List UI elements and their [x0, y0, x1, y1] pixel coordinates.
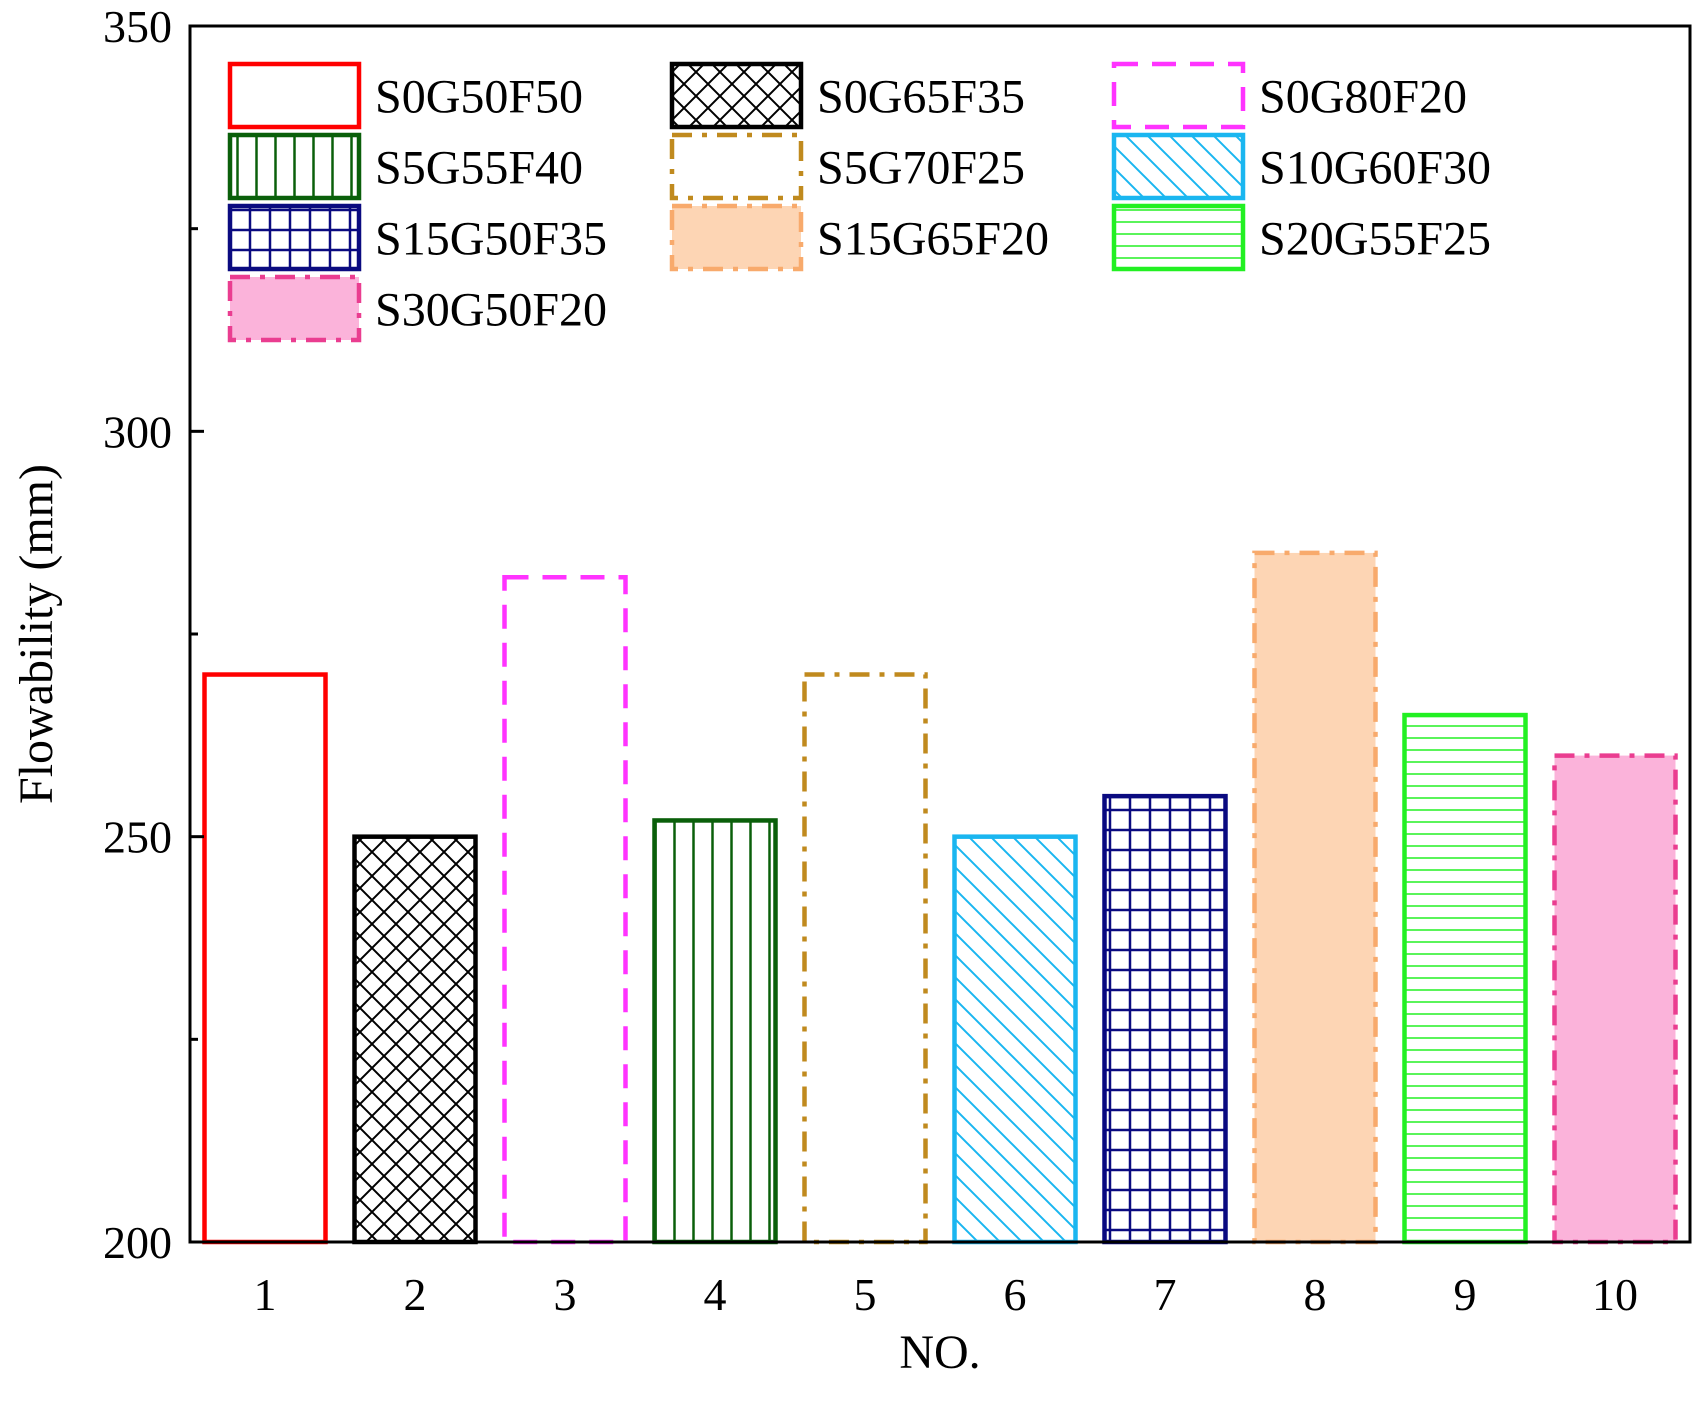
- bar-S15G50F35: [1102, 793, 1228, 1245]
- legend-item-S20G55F25: S20G55F25: [1111, 203, 1491, 272]
- legend-label: S15G50F35: [375, 213, 607, 266]
- legend-label: S0G50F50: [375, 71, 583, 124]
- x-tick-label: 10: [1592, 1269, 1638, 1320]
- legend-swatch-pattern: [1114, 206, 1243, 269]
- y-tick-label: 250: [103, 812, 172, 863]
- bar-S30G50F20: [1552, 753, 1678, 1245]
- legend-swatch: [227, 274, 362, 343]
- legend-label: S5G70F25: [817, 142, 1025, 195]
- x-tick-label: 5: [854, 1269, 877, 1320]
- legend-swatch-background: [1114, 64, 1243, 127]
- bar-background: [504, 577, 626, 1242]
- legend-label: S15G65F20: [817, 213, 1049, 266]
- bar-S0G65F35: [352, 834, 478, 1245]
- legend-item-S0G50F50: S0G50F50: [227, 61, 583, 130]
- x-axis-title: NO.: [899, 1326, 980, 1379]
- bar-pattern: [1104, 796, 1226, 1242]
- x-tick-label: 8: [1304, 1269, 1327, 1320]
- bar-S20G55F25: [1402, 712, 1528, 1245]
- legend-item-S0G65F35: S0G65F35: [669, 61, 1025, 130]
- legend-swatch: [669, 132, 804, 201]
- legend-swatch: [1111, 203, 1246, 272]
- bar-outline: [1552, 753, 1678, 1245]
- legend-swatch: [1111, 132, 1246, 201]
- legend-swatch-background: [230, 64, 359, 127]
- legend-swatch: [669, 203, 804, 272]
- bar-pattern: [1404, 715, 1526, 1242]
- y-tick-label: 200: [103, 1217, 172, 1268]
- legend-swatch-background: [672, 206, 801, 269]
- x-tick-label: 9: [1454, 1269, 1477, 1320]
- bar-S0G80F20: [502, 575, 628, 1245]
- legend-label: S0G80F20: [1259, 71, 1467, 124]
- bar-S5G70F25: [802, 672, 928, 1245]
- bar-S10G60F30: [952, 834, 1078, 1245]
- y-axis-title: Flowability (mm): [10, 464, 63, 804]
- legend-label: S0G65F35: [817, 71, 1025, 124]
- x-tick-label: 7: [1154, 1269, 1177, 1320]
- legend-swatch: [1111, 61, 1246, 130]
- legend-swatch-pattern: [230, 135, 359, 198]
- x-tick-label: 6: [1004, 1269, 1027, 1320]
- y-axis: 200 250 300 350: [103, 1, 204, 1268]
- legend-item-S15G65F20: S15G65F20: [669, 203, 1049, 272]
- legend-item-S5G55F40: S5G55F40: [227, 132, 583, 201]
- bar-pattern: [654, 820, 776, 1242]
- legend-swatch-pattern: [230, 206, 359, 269]
- legend-swatch-background: [230, 277, 359, 340]
- legend-label: S5G55F40: [375, 142, 583, 195]
- x-axis: 1 2 3 4 5 6 7 8 9 10: [254, 1269, 1639, 1320]
- legend-swatch: [669, 61, 804, 130]
- legend-label: S20G55F25: [1259, 213, 1491, 266]
- bars-layer: [202, 550, 1678, 1245]
- bar-background: [1254, 552, 1376, 1242]
- legend-label: S30G50F20: [375, 284, 607, 337]
- legend-swatch-pattern: [1114, 135, 1243, 198]
- bar-S0G50F50: [202, 672, 328, 1245]
- legend-swatch-pattern: [672, 64, 801, 127]
- bar-outline: [802, 672, 928, 1245]
- y-tick-label: 350: [103, 1, 172, 52]
- x-tick-label: 2: [404, 1269, 427, 1320]
- legend: S0G50F50 S0G65F35 S0G80F20 S5G55F40 S5G70F25…: [227, 61, 1491, 343]
- legend-swatch: [227, 203, 362, 272]
- bar-pattern: [954, 836, 1076, 1242]
- legend-swatch: [227, 61, 362, 130]
- legend-swatch: [227, 132, 362, 201]
- bar-background: [204, 674, 326, 1242]
- x-tick-label: 3: [554, 1269, 577, 1320]
- y-tick-label: 300: [103, 406, 172, 457]
- x-tick-label: 1: [254, 1269, 277, 1320]
- legend-swatch-background: [672, 135, 801, 198]
- legend-item-S5G70F25: S5G70F25: [669, 132, 1025, 201]
- bar-pattern: [354, 836, 476, 1242]
- legend-item-S0G80F20: S0G80F20: [1111, 61, 1467, 130]
- legend-item-S30G50F20: S30G50F20: [227, 274, 607, 343]
- legend-item-S15G50F35: S15G50F35: [227, 203, 607, 272]
- legend-label: S10G60F30: [1259, 142, 1491, 195]
- bar-background: [804, 674, 926, 1242]
- legend-item-S10G60F30: S10G60F30: [1111, 132, 1491, 201]
- bar-background: [1554, 755, 1676, 1242]
- bar-S5G55F40: [652, 818, 778, 1245]
- x-tick-label: 4: [704, 1269, 727, 1320]
- bar-S15G65F20: [1252, 550, 1378, 1245]
